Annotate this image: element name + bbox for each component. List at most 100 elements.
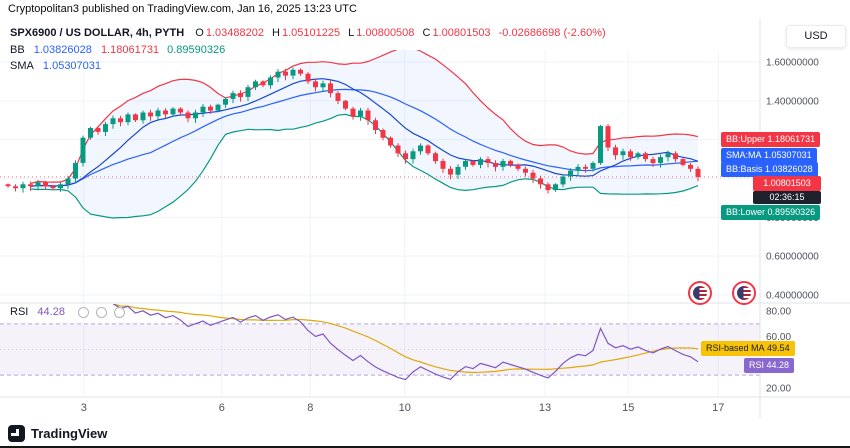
- candle-body: [365, 110, 371, 121]
- last-price-badge: 1.00801503: [753, 176, 821, 191]
- candle-body: [238, 93, 243, 97]
- candle-body: [485, 159, 491, 163]
- price-axis-label: 0.60000000: [766, 252, 819, 263]
- window-bottom-edge: [0, 446, 850, 448]
- candle-body: [373, 120, 378, 130]
- bb-fill: [30, 50, 698, 218]
- candle-body: [103, 124, 108, 132]
- currency-toggle-button[interactable]: USD: [786, 25, 846, 48]
- candle-body: [440, 161, 446, 169]
- ohlc-high-value: 1.05101225: [281, 27, 341, 39]
- sma-badge-value: 1.05307031: [764, 150, 812, 160]
- bb-basis-badge-label: BB:Basis: [726, 164, 763, 174]
- candle-body: [410, 151, 416, 160]
- candle-body: [5, 184, 11, 187]
- candle-body: [260, 81, 266, 86]
- rsi-value-badge: RSI 44.28: [744, 358, 795, 373]
- rsi-ma-badge: RSI-based MA 49.54: [701, 341, 795, 356]
- candle-body: [568, 170, 573, 177]
- candle-body: [358, 110, 363, 117]
- candle-body: [695, 168, 701, 177]
- candle-body: [35, 182, 41, 187]
- rsi-legend-row[interactable]: RSI 44.28: [10, 306, 126, 318]
- candle-body: [13, 186, 18, 189]
- candle-body: [508, 161, 513, 165]
- price-axis-label: 0.40000000: [766, 291, 819, 302]
- bb-basis-badge-value: 1.03826028: [765, 164, 813, 174]
- price-axis-label: 1.60000000: [766, 58, 819, 69]
- time-axis-label[interactable]: 8: [307, 402, 313, 414]
- flag-icon: [737, 286, 751, 300]
- candle-body: [388, 137, 393, 146]
- candle-body: [605, 126, 611, 148]
- candle-body: [88, 128, 93, 138]
- eye-icon[interactable]: [78, 306, 89, 318]
- tradingview-logo-icon: [8, 425, 25, 442]
- rsi-legend-value: 44.28: [37, 306, 65, 318]
- settings-icon[interactable]: [96, 306, 108, 318]
- candle-body: [20, 184, 26, 189]
- bb-lower-badge-label: BB:Lower: [726, 207, 766, 217]
- candle-body: [185, 112, 191, 119]
- time-axis-label[interactable]: 17: [712, 402, 724, 414]
- time-axis-label[interactable]: 15: [622, 402, 634, 414]
- main-pane: [0, 50, 760, 219]
- candle-body: [500, 161, 506, 167]
- ohlc-close-value: 1.00801503: [432, 27, 491, 39]
- time-axis-label[interactable]: 10: [399, 402, 411, 414]
- bar-countdown-value: 02:36:15: [769, 192, 805, 202]
- time-axis-label[interactable]: 3: [81, 402, 87, 414]
- last-price-value: 1.00801503: [763, 178, 811, 188]
- candle-body: [538, 178, 543, 185]
- candle-body: [230, 93, 236, 99]
- candle-body: [673, 153, 678, 160]
- candle-body: [253, 81, 258, 88]
- candle-body: [575, 166, 581, 171]
- candle-body: [65, 178, 71, 185]
- chart-sticker-bubble-1[interactable]: [688, 281, 712, 305]
- candle-body: [665, 153, 671, 158]
- bb-legend-row[interactable]: BB 1.03826028 1.18061731 0.89590326: [10, 44, 231, 56]
- time-axis-label[interactable]: 13: [539, 402, 551, 414]
- candle-body: [403, 153, 408, 160]
- ohlc-change-value: -0.02686698 (-2.60%): [498, 27, 606, 39]
- chart-sticker-bubble-2[interactable]: [732, 281, 756, 305]
- candle-body: [448, 168, 453, 175]
- bb-legend-label: BB: [10, 44, 25, 56]
- candle-body: [110, 118, 116, 125]
- candle-body: [380, 130, 386, 138]
- candle-body: [560, 176, 566, 185]
- candle-body: [620, 151, 626, 156]
- candle-body: [313, 81, 318, 88]
- rsi-ma-badge-label: RSI-based MA: [706, 343, 765, 353]
- candle-body: [635, 153, 641, 158]
- time-axis-label[interactable]: 6: [219, 402, 225, 414]
- candle-body: [140, 112, 146, 121]
- candle-body: [118, 118, 123, 123]
- tradingview-footer-logo[interactable]: TradingView: [8, 425, 107, 442]
- symbol-title[interactable]: SPX6900 / US DOLLAR, 4h, PYTH: [10, 27, 185, 39]
- currency-label: USD: [804, 30, 828, 42]
- candle-body: [583, 166, 588, 169]
- candle-body: [613, 147, 618, 156]
- rsi-badge-label: RSI: [749, 360, 765, 370]
- symbol-legend-row[interactable]: SPX6900 / US DOLLAR, 4h, PYTH O 1.0348820…: [10, 27, 611, 39]
- candle-body: [208, 106, 213, 111]
- sma-legend-row[interactable]: SMA 1.05307031: [10, 60, 107, 72]
- bb-lower-value: 0.89590326: [167, 44, 226, 56]
- candle-body: [395, 145, 401, 154]
- bb-basis-line: [30, 88, 699, 187]
- bb-upper-price-badge: BB:Upper 1.18061731: [721, 132, 821, 147]
- more-options-icon[interactable]: [114, 306, 126, 318]
- rsi-legend-label: RSI: [10, 306, 29, 318]
- bb-upper-badge-label: BB:Upper: [726, 134, 766, 144]
- ohlc-low-value: 1.00800508: [356, 27, 415, 39]
- bb-upper-badge-value: 1.18061731: [767, 134, 816, 144]
- candle-body: [200, 106, 206, 113]
- publish-info-text: Cryptopolitan3 published on TradingView.…: [8, 3, 357, 15]
- candles: [5, 67, 701, 194]
- rsi-badge-value: 44.28: [766, 360, 790, 370]
- rsi-axis-label: 60.00: [766, 332, 791, 343]
- candle-body: [268, 77, 273, 86]
